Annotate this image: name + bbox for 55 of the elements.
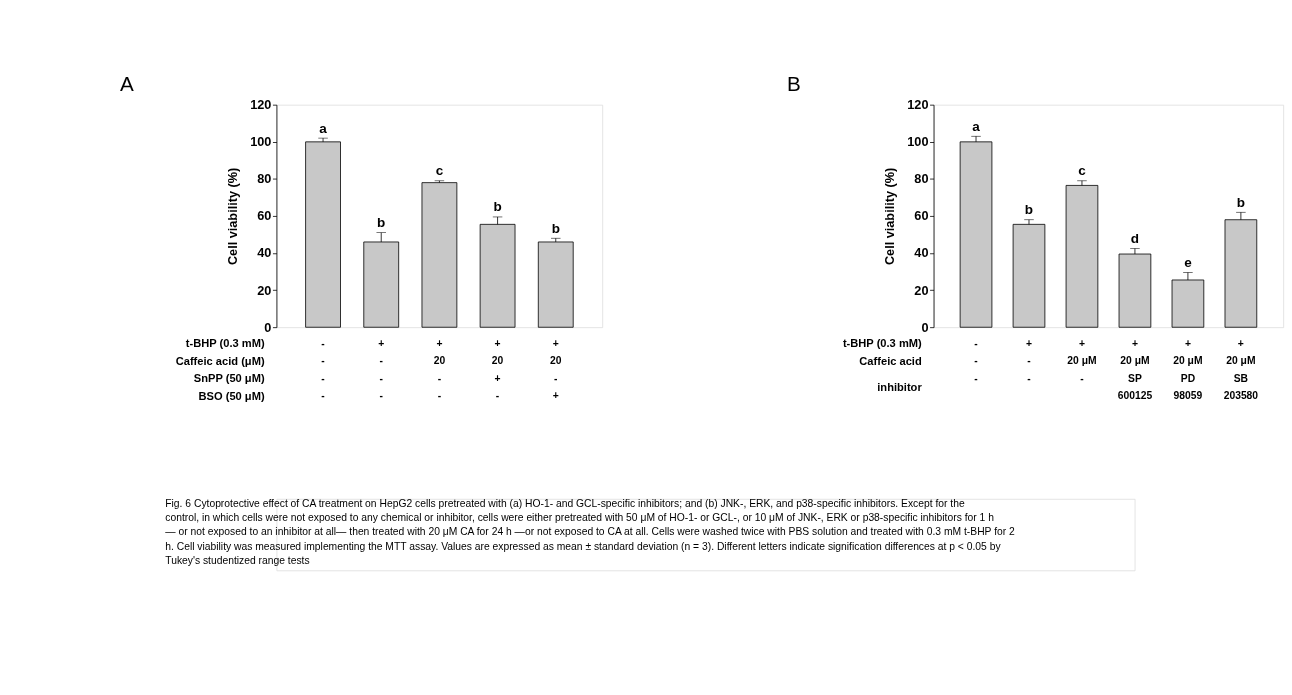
data-label: b <box>551 220 560 236</box>
y-tick-label: 20 <box>257 282 272 298</box>
bar <box>1118 253 1152 328</box>
y-tick-label: 60 <box>257 208 272 224</box>
y-tick-label: 20 <box>914 282 929 298</box>
x-tick-label: + 20 μM - <box>1067 337 1097 384</box>
text: t-BHP (0.3 mM) <box>185 337 265 350</box>
bar <box>537 241 574 328</box>
y-tick-label: 0 <box>921 319 929 335</box>
text: SnPP (50 μM) <box>193 372 265 385</box>
bar <box>305 141 341 328</box>
data-label: e <box>1184 255 1193 270</box>
x-tick-label: + 20 μM PD 98059 <box>1173 337 1203 402</box>
y-tick-label: 40 <box>257 245 272 261</box>
data-label: b <box>377 215 386 231</box>
y-tick-label: 80 <box>257 171 272 187</box>
y-tick-label: 0 <box>264 319 272 335</box>
text: Caffeic acid (μM) <box>175 354 265 367</box>
y-tick-label: 100 <box>907 134 929 150</box>
y-tick-label: 120 <box>907 97 929 113</box>
x-tick-label: - - - - <box>321 337 326 402</box>
y-tick-label: 80 <box>914 171 929 187</box>
y-tick-label: 40 <box>914 245 929 261</box>
x-tick-label: - - - <box>974 337 979 384</box>
data-label: c <box>1078 163 1087 179</box>
data-label: a <box>972 118 981 134</box>
y-axis-title: Cell viability (%) <box>881 167 897 266</box>
bar <box>959 141 993 328</box>
bar <box>421 182 458 328</box>
data-label: a <box>319 120 328 136</box>
y-axis-title: Cell viability (%) <box>224 167 240 266</box>
data-label: b <box>493 199 502 215</box>
bar <box>1012 223 1046 328</box>
chart-title: A <box>119 72 134 96</box>
x-tick-label: + 20 + - <box>491 337 504 402</box>
y-tick-label: 120 <box>250 97 272 113</box>
bar <box>1065 185 1099 328</box>
text: inhibitor <box>877 380 923 393</box>
text: Caffeic acid <box>859 354 922 367</box>
y-tick-label: 60 <box>914 208 929 224</box>
x-tick-label: + 20 μM SB 203580 <box>1223 337 1259 402</box>
data-label: c <box>435 163 444 179</box>
x-tick-label: + 20 - - <box>433 337 446 402</box>
data-label: b <box>1236 194 1246 210</box>
y-tick-label: 100 <box>250 134 272 150</box>
x-tick-label: + 20 μM SP 600125 <box>1117 337 1153 402</box>
x-tick-label: + - - <box>1025 337 1033 384</box>
x-tick-label: + 20 - + <box>550 337 562 402</box>
chart-title: B <box>786 72 801 96</box>
caption: Fig. 6 Cytoprotective effect of CA treatment on HepG2 cells pretreated with (a) HO-1- and GCL-specific inhibitors; and (b) JNK-, ERK, and p38-specific inhibitors. Except for the control, in which cells were not exposed to any chemical or inhibitor, cells were either pretreated with 50 μM of HO-1- or GCL-, or 10 μM of JNK-, ERK or p38-specific inhibitors for 1 h — or not exposed to an inhibitor at all— then treated with 20 μM CA for 24 h —or not exposed to CA at all. Cells were washed twice with PBS solution and treated with 0.3 mM t-BHP for 2 h. Cell viability was measured implementing the MTT assay. Values are expressed as mean ± standard deviation (n = 3). Different letters indicate signification differences at p < 0.05 by Tukey's studentized range tests <box>165 497 1016 567</box>
x-tick-label: + - - - <box>378 337 385 402</box>
text: BSO (50 μM) <box>198 389 265 402</box>
data-label: d <box>1130 230 1140 246</box>
data-label: b <box>1024 202 1034 218</box>
text: t-BHP (0.3 mM) <box>842 337 923 350</box>
